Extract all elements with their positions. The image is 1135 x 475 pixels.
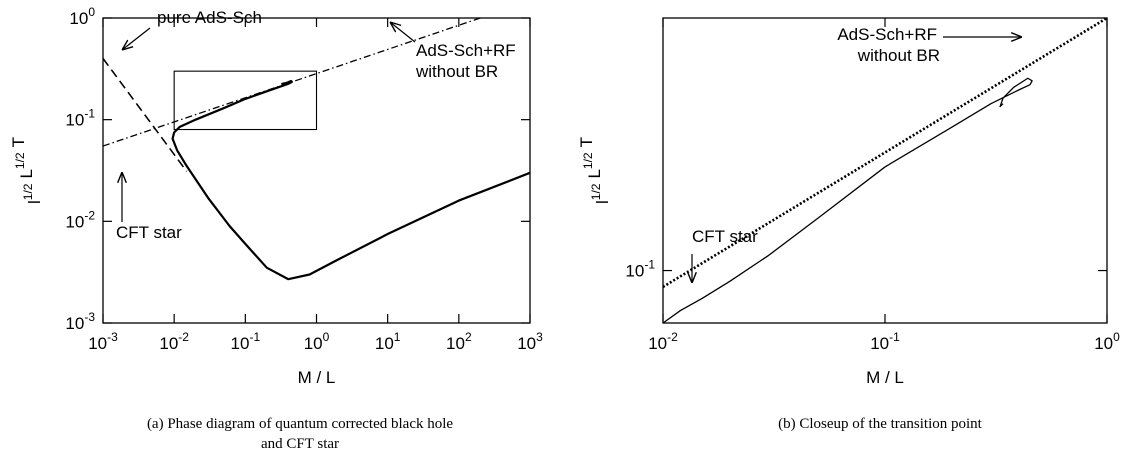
x-axis-label: M / L <box>866 368 904 387</box>
annotation: without BR <box>415 62 498 81</box>
y-label-exponent: 1/2 <box>589 183 603 200</box>
x-tick-label: 10-2 <box>648 330 678 353</box>
tick-exponent: 2 <box>465 330 472 344</box>
tick-base: 10 <box>517 334 536 353</box>
y-label-part: L <box>17 169 36 178</box>
tick-exponent: 3 <box>536 330 543 344</box>
series-line <box>171 79 530 281</box>
tick-base: 10 <box>304 334 323 353</box>
y-label-exponent: 1/2 <box>21 183 35 200</box>
x-tick-label: 10-1 <box>870 330 900 353</box>
tick-base: 10 <box>65 111 84 130</box>
y-axis-label: l1/2L1/2T <box>577 137 612 204</box>
tick-base: 10 <box>870 334 889 353</box>
x-axis-label: M / L <box>298 368 336 387</box>
tick-base: 10 <box>65 212 84 231</box>
tick-exponent: -3 <box>107 330 118 344</box>
y-label-part: l <box>25 200 44 204</box>
annotation: AdS-Sch+RF <box>837 25 937 44</box>
y-label-exponent: 1/2 <box>13 152 27 169</box>
tick-exponent: -1 <box>889 330 900 344</box>
series-line <box>103 18 481 147</box>
x-tick-label: 10-3 <box>88 330 118 353</box>
tick-exponent: -2 <box>84 208 95 222</box>
y-label-part: T <box>577 137 596 147</box>
tick-base: 10 <box>231 334 250 353</box>
y-label-exponent: 1/2 <box>581 152 595 169</box>
tick-exponent: 0 <box>323 330 330 344</box>
tick-base: 10 <box>625 262 644 281</box>
tick-base: 10 <box>159 334 178 353</box>
y-axis-label: l1/2L1/2T <box>9 137 44 204</box>
series-line <box>103 57 188 172</box>
annotation: CFT star <box>692 227 758 246</box>
y-label-part: l <box>593 200 612 204</box>
tick-base: 10 <box>88 334 107 353</box>
annotation: CFT star <box>116 223 182 242</box>
annotation: pure AdS-Sch <box>157 8 262 27</box>
tick-exponent: -1 <box>249 330 260 344</box>
tick-exponent: -2 <box>178 330 189 344</box>
series-line <box>663 77 1033 323</box>
annotation: AdS-Sch+RF <box>416 41 516 60</box>
x-tick-label: 100 <box>304 330 330 353</box>
tick-exponent: 1 <box>394 330 401 344</box>
x-tick-label: 102 <box>446 330 472 353</box>
y-label-part: T <box>9 137 28 147</box>
inset-box <box>173 70 318 131</box>
tick-exponent: 0 <box>1113 330 1120 344</box>
y-tick-label: 10-1 <box>625 258 655 281</box>
y-tick-label: 10-2 <box>65 208 95 231</box>
caption: (a) Phase diagram of quantum corrected b… <box>147 416 453 432</box>
tick-base: 10 <box>1094 334 1113 353</box>
tick-base: 10 <box>446 334 465 353</box>
tick-exponent: -1 <box>84 107 95 121</box>
annotation: without BR <box>857 46 940 65</box>
x-tick-label: 100 <box>1094 330 1120 353</box>
x-tick-label: 10-1 <box>231 330 261 353</box>
series-line <box>663 18 1107 289</box>
x-tick-label: 103 <box>517 330 543 353</box>
caption: and CFT star <box>261 436 339 452</box>
y-tick-label: 10-3 <box>65 310 95 333</box>
x-tick-label: 101 <box>375 330 401 353</box>
tick-base: 10 <box>69 9 88 28</box>
y-label-part: L <box>585 169 604 178</box>
x-tick-label: 10-2 <box>159 330 189 353</box>
annotation-arrow <box>122 27 151 50</box>
caption: (b) Closeup of the transition point <box>778 416 983 432</box>
tick-base: 10 <box>648 334 667 353</box>
annotation-arrow <box>390 22 416 43</box>
tick-exponent: -2 <box>667 330 678 344</box>
y-tick-label: 100 <box>69 5 95 28</box>
tick-base: 10 <box>65 314 84 333</box>
tick-base: 10 <box>375 334 394 353</box>
tick-exponent: -3 <box>84 310 95 324</box>
y-tick-label: 10-1 <box>65 107 95 130</box>
tick-exponent: 0 <box>88 5 95 19</box>
tick-exponent: -1 <box>644 258 655 272</box>
